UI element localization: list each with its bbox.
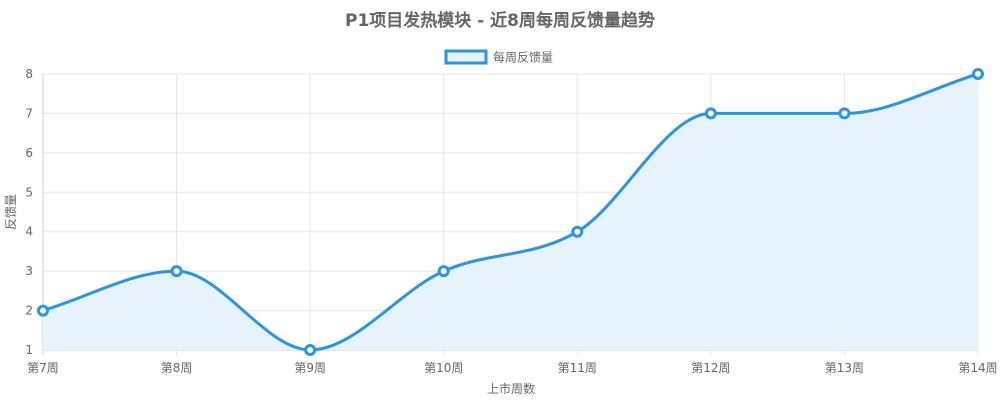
data-point <box>437 265 450 278</box>
y-tick-label: 6 <box>25 146 33 160</box>
x-tick-label: 第8周 <box>161 361 193 375</box>
y-tick-label: 4 <box>25 225 33 239</box>
data-point <box>170 265 183 278</box>
y-tick-label: 5 <box>25 185 33 199</box>
data-point <box>571 225 584 238</box>
x-tick-label: 第14周 <box>958 361 997 375</box>
data-point <box>37 304 49 317</box>
legend-swatch <box>444 49 488 65</box>
series-area <box>43 74 978 350</box>
data-point <box>704 107 717 120</box>
x-tick-label: 第7周 <box>27 361 59 375</box>
data-point <box>304 344 317 356</box>
data-point <box>838 107 851 120</box>
y-tick-label: 8 <box>25 67 33 81</box>
x-tick-label: 第9周 <box>294 361 326 375</box>
series-line-path <box>42 72 979 352</box>
x-axis-label: 上市周数 <box>487 381 535 396</box>
x-tick-label: 第11周 <box>558 361 597 375</box>
y-tick-label: 1 <box>25 343 33 357</box>
x-tick-label: 第13周 <box>825 361 864 375</box>
x-tick-labels: 第7周 第8周 第9周 第10周 第11周 第12周 第13周 第14周 <box>27 361 997 375</box>
data-points <box>37 68 984 356</box>
chart-title: P1项目发热模块 - 近8周每周反馈量趋势 <box>345 10 655 31</box>
series-line <box>42 72 979 352</box>
y-tick-label: 2 <box>25 304 33 318</box>
series-fill <box>43 74 978 350</box>
data-point <box>972 68 984 80</box>
legend-label: 每周反馈量 <box>493 50 553 65</box>
x-tick-label: 第12周 <box>691 361 730 375</box>
x-tick-label: 第10周 <box>424 361 463 375</box>
legend[interactable]: 每周反馈量 <box>444 49 553 65</box>
y-axis-label: 反馈量 <box>4 194 18 230</box>
y-tick-label: 3 <box>25 264 33 278</box>
y-tick-label: 7 <box>25 106 33 120</box>
y-tick-labels: 1 2 3 4 5 6 7 8 <box>25 67 33 357</box>
